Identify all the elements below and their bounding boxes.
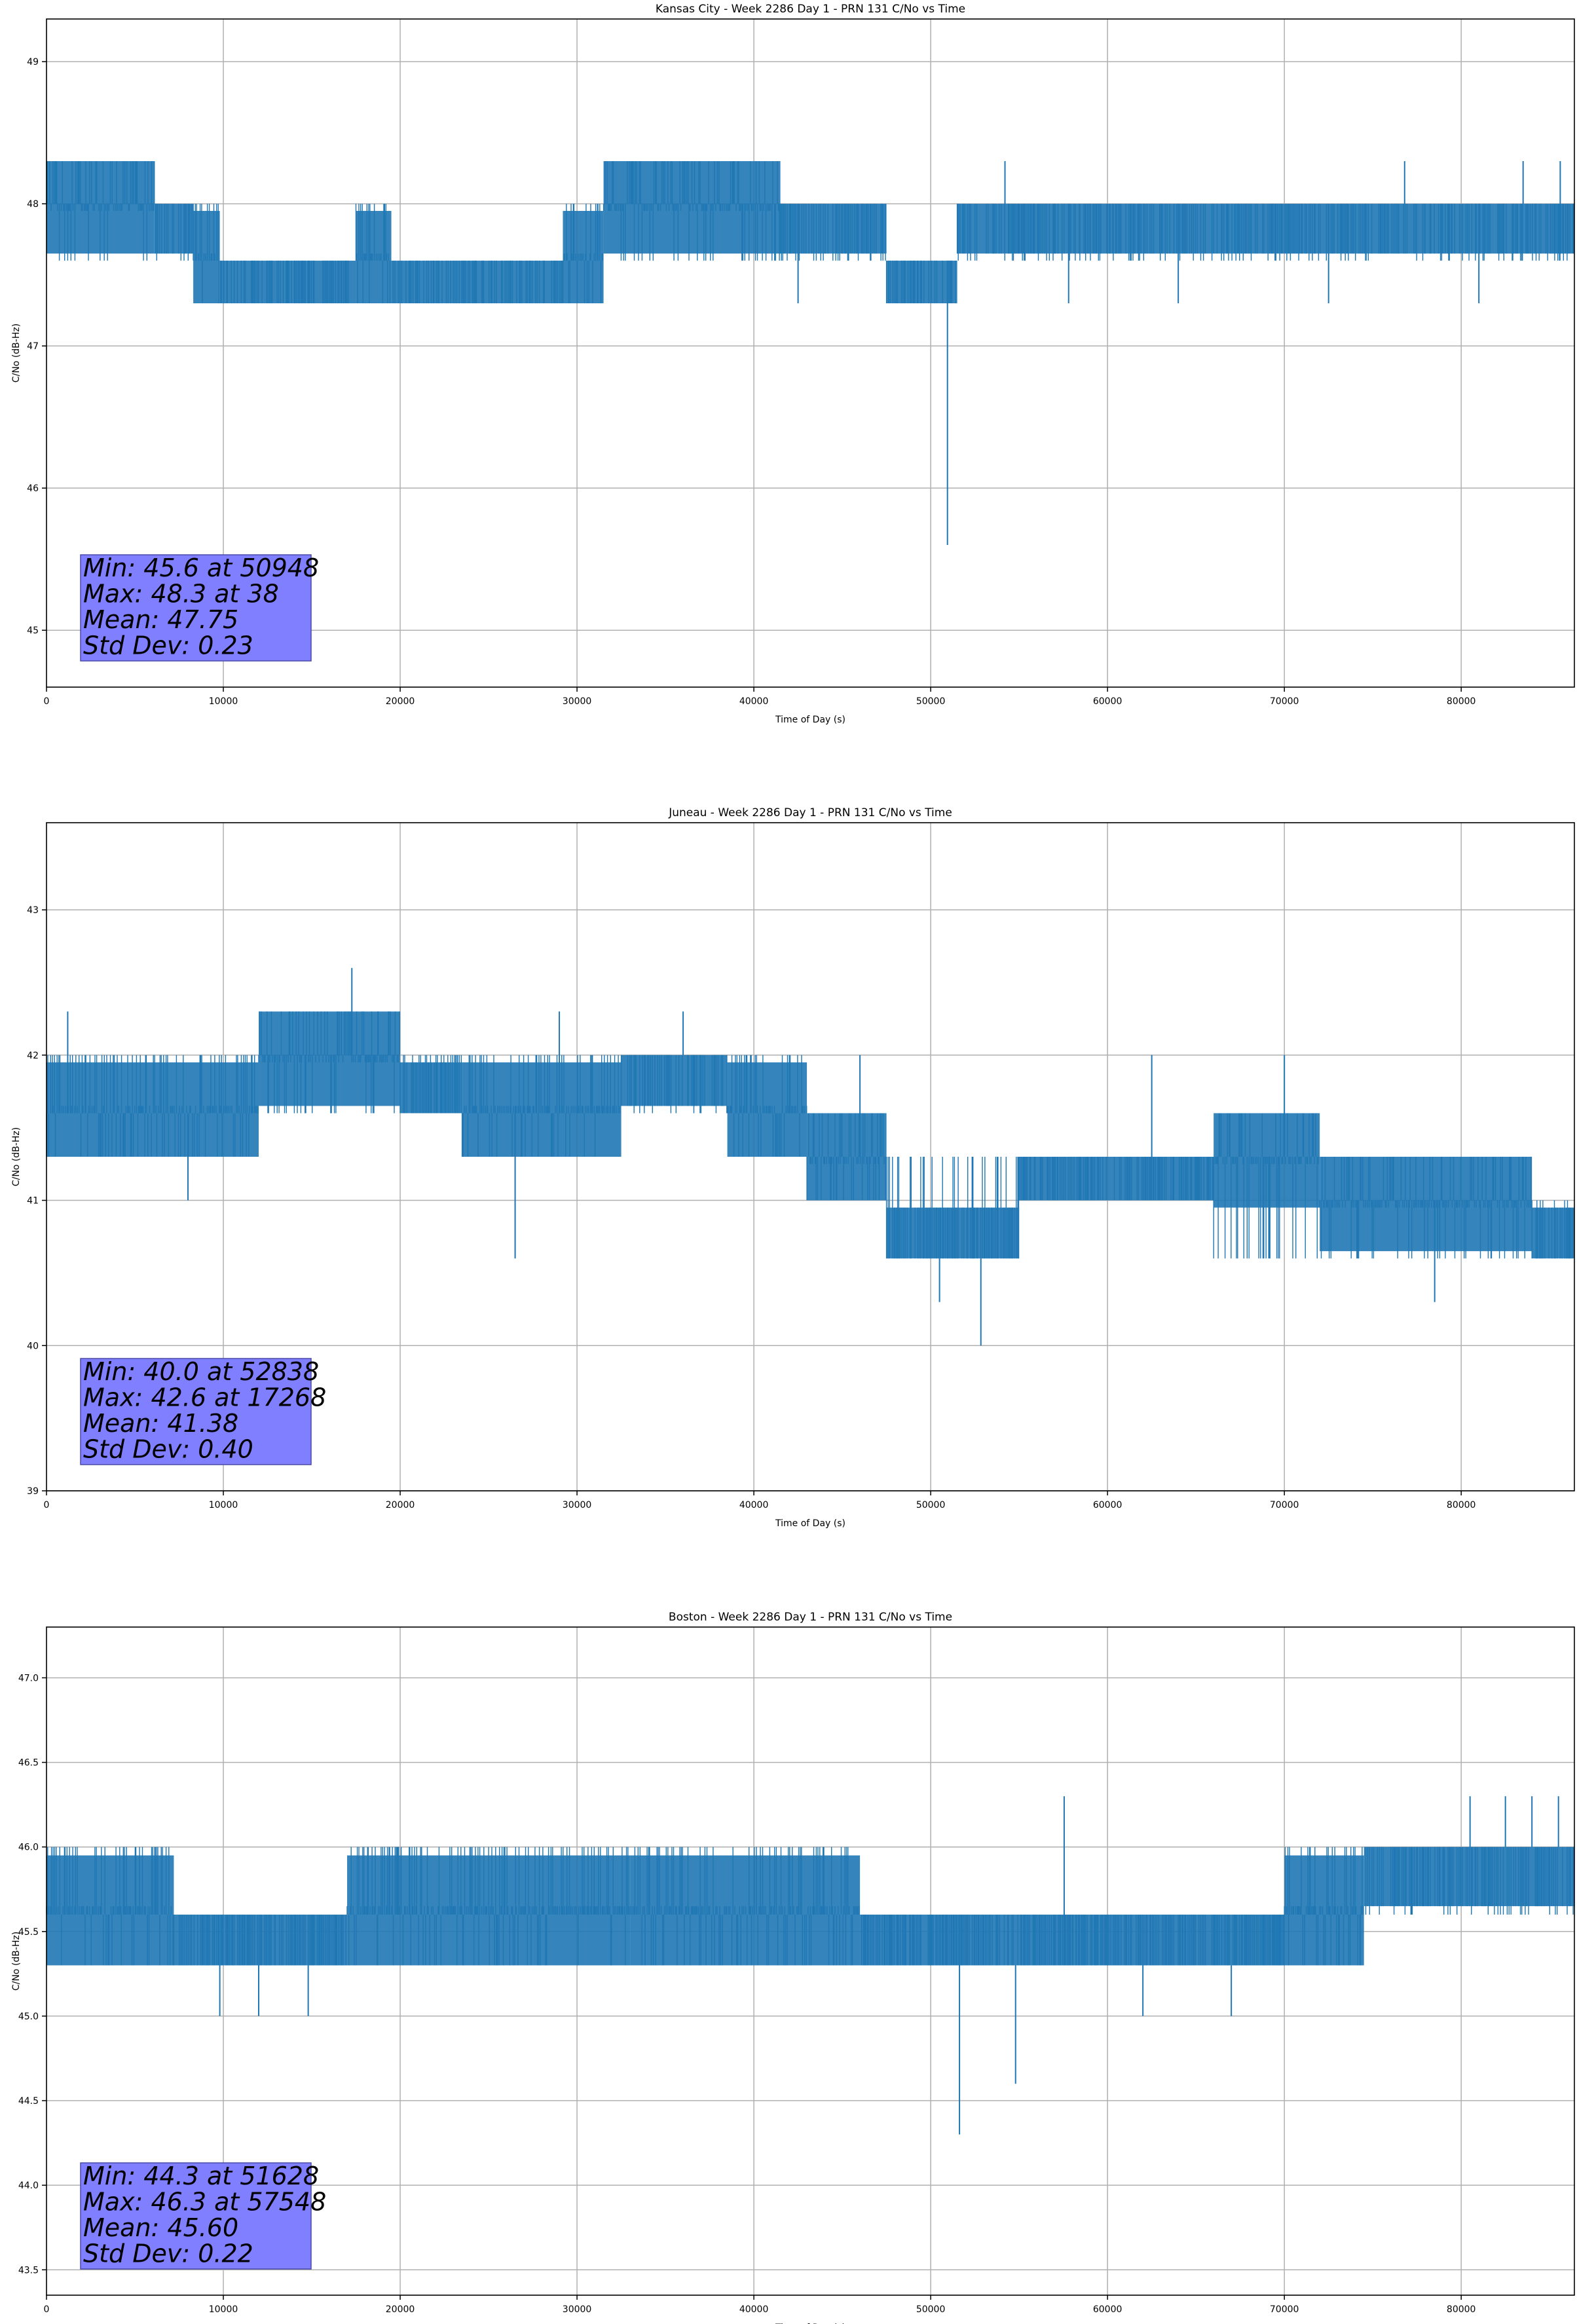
stats-line: Min: 44.3 at 51628 <box>83 2162 319 2190</box>
stats-box-background <box>80 1358 312 1465</box>
stats-line: Std Dev: 0.22 <box>83 2240 253 2268</box>
x-tick-label: 80000 <box>1447 1500 1476 1510</box>
x-axis: 0 10000 20000 30000 40000 50000 60000 70000 8000… <box>44 687 1476 707</box>
stats-line: Min: 45.6 at 50948 <box>83 553 319 582</box>
x-tick-label: 70000 <box>1270 696 1299 707</box>
stats-line: Max: 48.3 at 38 <box>83 580 279 609</box>
x-tick-label: 0 <box>44 2304 50 2315</box>
plot-frame <box>46 822 1575 1491</box>
x-tick-label: 0 <box>44 1500 50 1510</box>
x-tick-label: 20000 <box>386 696 415 707</box>
chart-title: Kansas City - Week 2286 Day 1 - PRN 131 … <box>656 3 965 16</box>
y-tick-label: 44.0 <box>18 2181 39 2191</box>
y-axis-label: C/No (dB-Hz) <box>11 324 22 383</box>
x-tick-label: 80000 <box>1447 696 1476 707</box>
y-tick-label: 44.5 <box>18 2096 39 2107</box>
y-tick-label: 40 <box>27 1341 39 1351</box>
y-tick-label: 46.5 <box>18 1758 39 1769</box>
y-tick-label: 45.5 <box>18 1927 39 1938</box>
x-tick-label: 40000 <box>739 696 769 707</box>
chart-panel-3: 0 10000 20000 30000 40000 50000 60000 70000 8000… <box>11 1611 1575 2324</box>
series-band <box>1532 1207 1574 1259</box>
y-tick-label: 43 <box>27 905 39 916</box>
x-tick-label: 20000 <box>386 2304 415 2315</box>
x-tick-label: 50000 <box>916 1500 946 1510</box>
series-band <box>193 210 220 304</box>
y-tick-label: 45 <box>27 626 39 636</box>
x-tick-label: 40000 <box>739 2304 769 2315</box>
y-tick-label: 43.5 <box>18 2265 39 2276</box>
stats-line: Std Dev: 0.40 <box>83 1435 253 1464</box>
x-tick-label: 60000 <box>1093 696 1122 707</box>
y-tick-label: 49 <box>27 57 39 67</box>
x-axis-label: Time of Day (s) <box>775 2323 845 2324</box>
stats-line: Max: 42.6 at 17268 <box>83 1383 326 1412</box>
y-axis-label: C/No (dB-Hz) <box>11 1127 22 1186</box>
x-tick-label: 60000 <box>1093 2304 1122 2315</box>
x-axis: 0 10000 20000 30000 40000 50000 60000 70000 8000… <box>44 2295 1476 2315</box>
stats-line: Mean: 41.38 <box>83 1409 238 1438</box>
chart-title: Boston - Week 2286 Day 1 - PRN 131 C/No … <box>669 1611 952 1624</box>
x-tick-label: 40000 <box>739 1500 769 1510</box>
stats-line: Min: 40.0 at 52838 <box>83 1357 319 1386</box>
x-tick-label: 70000 <box>1270 2304 1299 2315</box>
x-tick-label: 50000 <box>916 696 946 707</box>
chart-title: Juneau - Week 2286 Day 1 - PRN 131 C/No … <box>668 806 952 819</box>
y-axis: 39 40 41 42 43 <box>27 905 46 1497</box>
series-c-no <box>46 967 1574 1346</box>
x-tick-label: 70000 <box>1270 1500 1299 1510</box>
x-tick-label: 30000 <box>563 2304 592 2315</box>
x-tick-label: 10000 <box>209 2304 238 2315</box>
y-tick-label: 46 <box>27 483 39 494</box>
x-axis-label: Time of Day (s) <box>775 715 845 725</box>
y-axis: 45 46 47 48 49 <box>27 57 46 636</box>
plot-frame <box>46 18 1575 688</box>
y-tick-label: 47 <box>27 341 39 352</box>
y-tick-label: 48 <box>27 199 39 210</box>
y-tick-label: 46.0 <box>18 1843 39 1853</box>
x-axis: 0 10000 20000 30000 40000 50000 60000 70000 8000… <box>44 1491 1476 1510</box>
y-tick-label: 41 <box>27 1196 39 1207</box>
x-tick-label: 80000 <box>1447 2304 1476 2315</box>
x-tick-label: 50000 <box>916 2304 946 2315</box>
stats-box-background <box>80 2162 312 2270</box>
plot-frame <box>46 1626 1575 2296</box>
x-tick-label: 30000 <box>563 696 592 707</box>
stats-line: Max: 46.3 at 57548 <box>83 2188 326 2217</box>
y-tick-label: 45.0 <box>18 2012 39 2022</box>
x-tick-label: 60000 <box>1093 1500 1122 1510</box>
stats-line: Mean: 47.75 <box>83 605 238 634</box>
series-band <box>621 1055 728 1106</box>
y-tick-label: 42 <box>27 1051 39 1061</box>
series-c-no <box>46 161 1574 545</box>
stats-line: Std Dev: 0.23 <box>83 631 253 660</box>
stats-line: Mean: 45.60 <box>83 2213 238 2242</box>
x-tick-label: 0 <box>44 696 50 707</box>
y-axis-label: C/No (dB-Hz) <box>11 1932 22 1991</box>
y-tick-label: 47.0 <box>18 1673 39 1683</box>
stats-box-background <box>80 554 312 662</box>
grid <box>46 19 1574 687</box>
grid <box>46 1627 1574 2295</box>
x-tick-label: 10000 <box>209 1500 238 1510</box>
y-axis: 43.5 44.0 44.5 45.0 45.5 46.0 46.5 47.0 <box>18 1673 46 2276</box>
y-tick-label: 39 <box>27 1486 39 1497</box>
chart-panel-1: 0 10000 20000 30000 40000 50000 60000 70000 8000… <box>11 3 1575 725</box>
x-tick-label: 20000 <box>386 1500 415 1510</box>
x-tick-label: 30000 <box>563 1500 592 1510</box>
x-tick-label: 10000 <box>209 696 238 707</box>
x-axis-label: Time of Day (s) <box>775 1518 845 1529</box>
chart-panel-2: 0 10000 20000 30000 40000 50000 60000 70000 8000… <box>11 806 1575 1529</box>
